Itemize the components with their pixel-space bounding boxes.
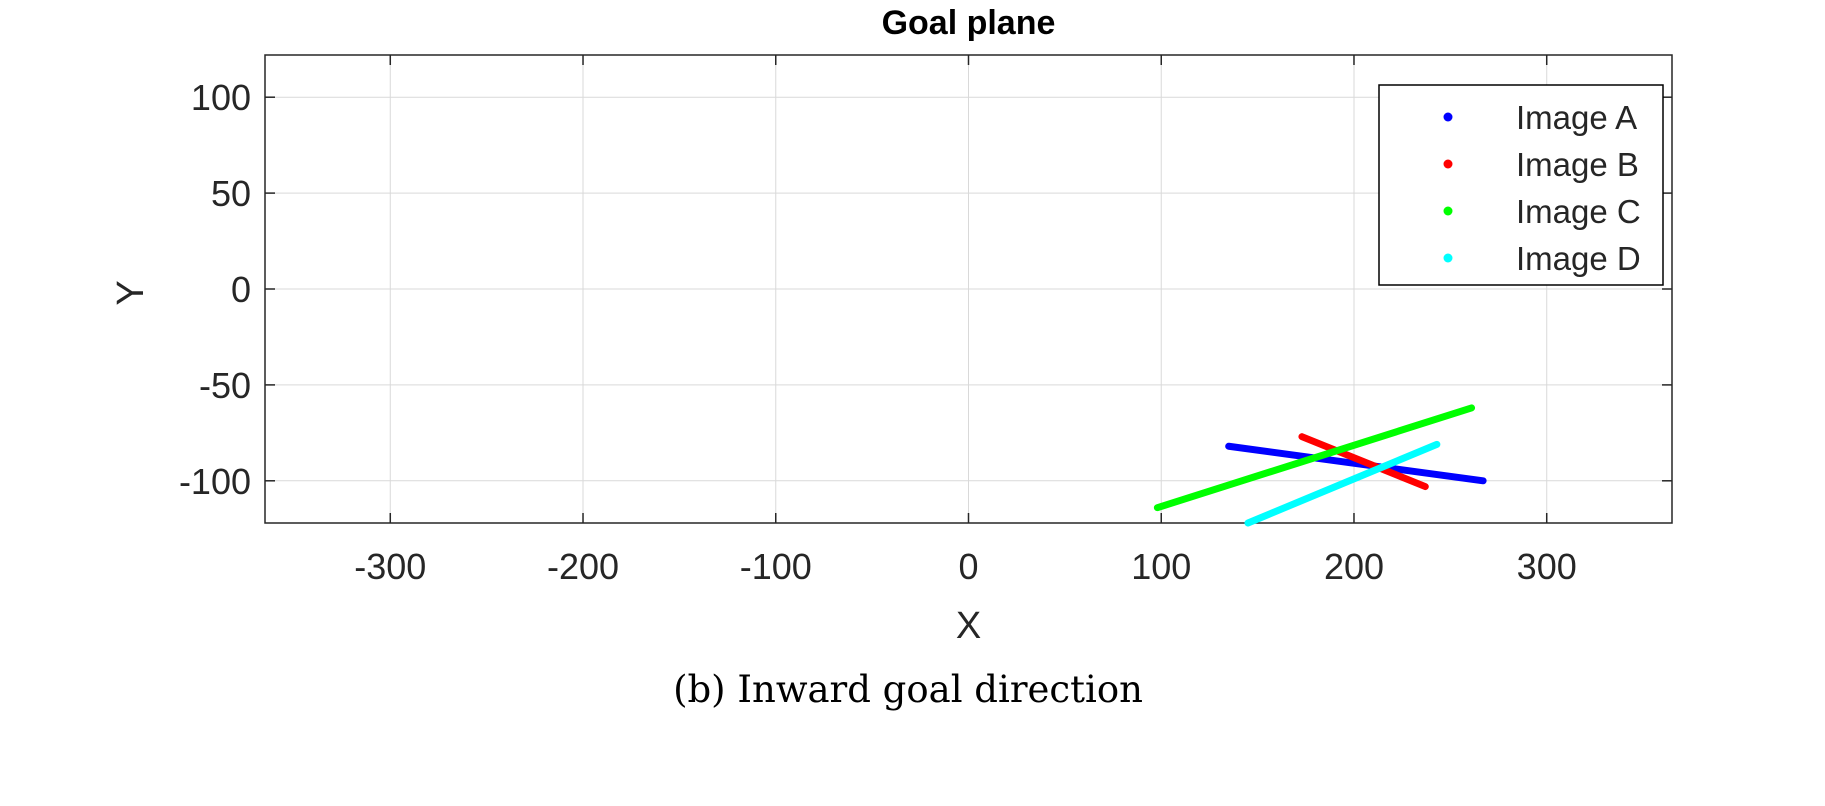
x-tick-label: 300 [1517, 546, 1577, 587]
y-tick-label: -100 [179, 461, 251, 502]
legend-label: Image A [1516, 99, 1637, 136]
legend-marker [1443, 253, 1453, 263]
x-tick-label: -200 [547, 546, 619, 587]
x-tick-label: 200 [1324, 546, 1384, 587]
y-tick-label: 0 [231, 269, 251, 310]
y-tick-label: 50 [211, 173, 251, 214]
chart-title: Goal plane [882, 4, 1056, 42]
legend-marker [1443, 206, 1453, 216]
legend: Image A Image B Image C Image D [1378, 84, 1664, 286]
x-tick-label: 100 [1131, 546, 1191, 587]
y-axis-label: Y [110, 280, 152, 305]
legend-marker [1443, 112, 1453, 122]
legend-label: Image B [1516, 146, 1639, 183]
series-line-image-a [1225, 442, 1487, 485]
figure-caption: (b) Inward goal direction [673, 668, 1143, 711]
series-layer [1153, 404, 1487, 527]
y-tick-label: -50 [199, 365, 251, 406]
x-tick-label: -300 [354, 546, 426, 587]
legend-label: Image D [1516, 240, 1641, 277]
series-line-image-b [1298, 433, 1429, 491]
x-axis-label: X [956, 605, 981, 647]
series-line-image-d [1244, 440, 1441, 527]
legend-box [1378, 84, 1664, 286]
x-tick-label: -100 [740, 546, 812, 587]
tick-labels: -300 -200 -100 0 100 200 300 100 50 0 -50 -100 [179, 55, 1672, 587]
legend-marker [1443, 159, 1453, 169]
y-tick-label: 100 [191, 77, 251, 118]
x-tick-label: 0 [958, 546, 978, 587]
legend-label: Image C [1516, 193, 1641, 230]
series-line-image-c [1153, 404, 1476, 512]
